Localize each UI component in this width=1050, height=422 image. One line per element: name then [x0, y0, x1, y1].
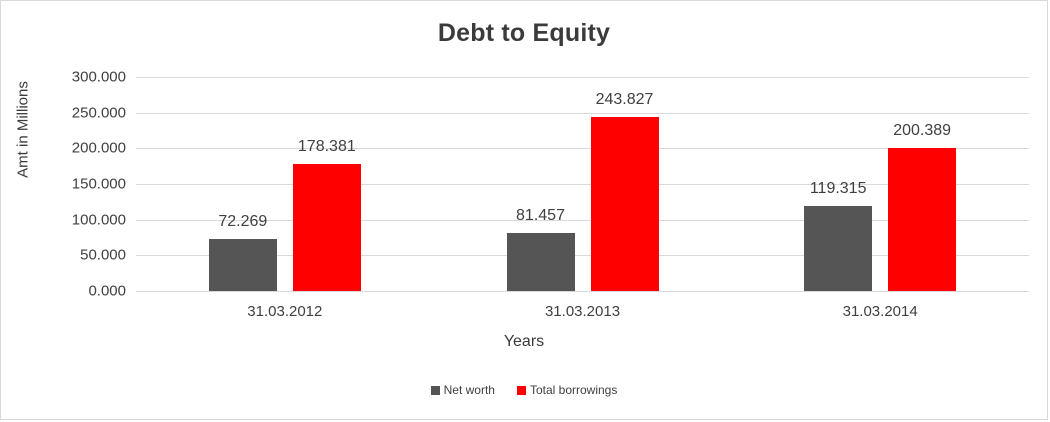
bar-value-label: 178.381 — [297, 137, 356, 155]
x-axis-line — [136, 291, 1029, 292]
bar-net-worth[interactable] — [208, 239, 277, 291]
legend-swatch-icon — [516, 385, 526, 395]
legend-swatch-icon — [430, 385, 440, 395]
bar-net-worth[interactable] — [506, 232, 575, 291]
legend-label: Net worth — [443, 383, 495, 397]
bar-value-label: 200.389 — [893, 122, 952, 140]
y-tick-label: 300.000 — [71, 68, 126, 86]
y-tick-label: 0.000 — [88, 282, 126, 300]
bar-value-label: 119.315 — [809, 179, 867, 197]
x-tick-label: 31.03.2014 — [842, 303, 918, 320]
x-tick-label: 31.03.2012 — [247, 303, 323, 320]
gridline — [136, 255, 1029, 257]
chart-legend: Net worth Total borrowings — [1, 383, 1047, 397]
legend-item[interactable]: Total borrowings — [516, 383, 618, 397]
y-tick-label: 150.000 — [71, 175, 126, 193]
chart-title: Debt to Equity — [437, 19, 611, 47]
gridline — [136, 148, 1029, 150]
y-tick-label: 200.000 — [71, 139, 126, 157]
legend-label: Total borrowings — [529, 383, 618, 397]
bar-value-label: 72.269 — [218, 213, 268, 231]
plot-area: 72.269 178.381 81.457 243.827 119.315 200.389 — [136, 77, 1029, 292]
bar-total-borrowings[interactable] — [888, 148, 957, 291]
x-axis-title: Years — [503, 333, 545, 350]
legend-item[interactable]: Net worth — [430, 383, 495, 397]
bar-total-borrowings[interactable] — [292, 163, 361, 291]
gridline — [136, 77, 1029, 78]
bar-value-label: 81.457 — [516, 206, 565, 224]
gridline — [136, 184, 1029, 185]
x-tick-label: 31.03.2013 — [544, 303, 621, 320]
gridline — [136, 219, 1029, 221]
bar-value-label: 243.827 — [595, 91, 654, 109]
y-tick-label: 250.000 — [71, 104, 126, 122]
y-tick-label: 50.000 — [80, 246, 126, 264]
bar-net-worth[interactable] — [804, 205, 873, 291]
bar-total-borrowings[interactable] — [590, 117, 659, 291]
y-tick-label: 100.000 — [71, 211, 126, 229]
y-axis-tick-labels: 0.000 50.000 100.000 150.000 200.000 250.000 3… — [11, 69, 126, 300]
gridline — [136, 112, 1029, 114]
